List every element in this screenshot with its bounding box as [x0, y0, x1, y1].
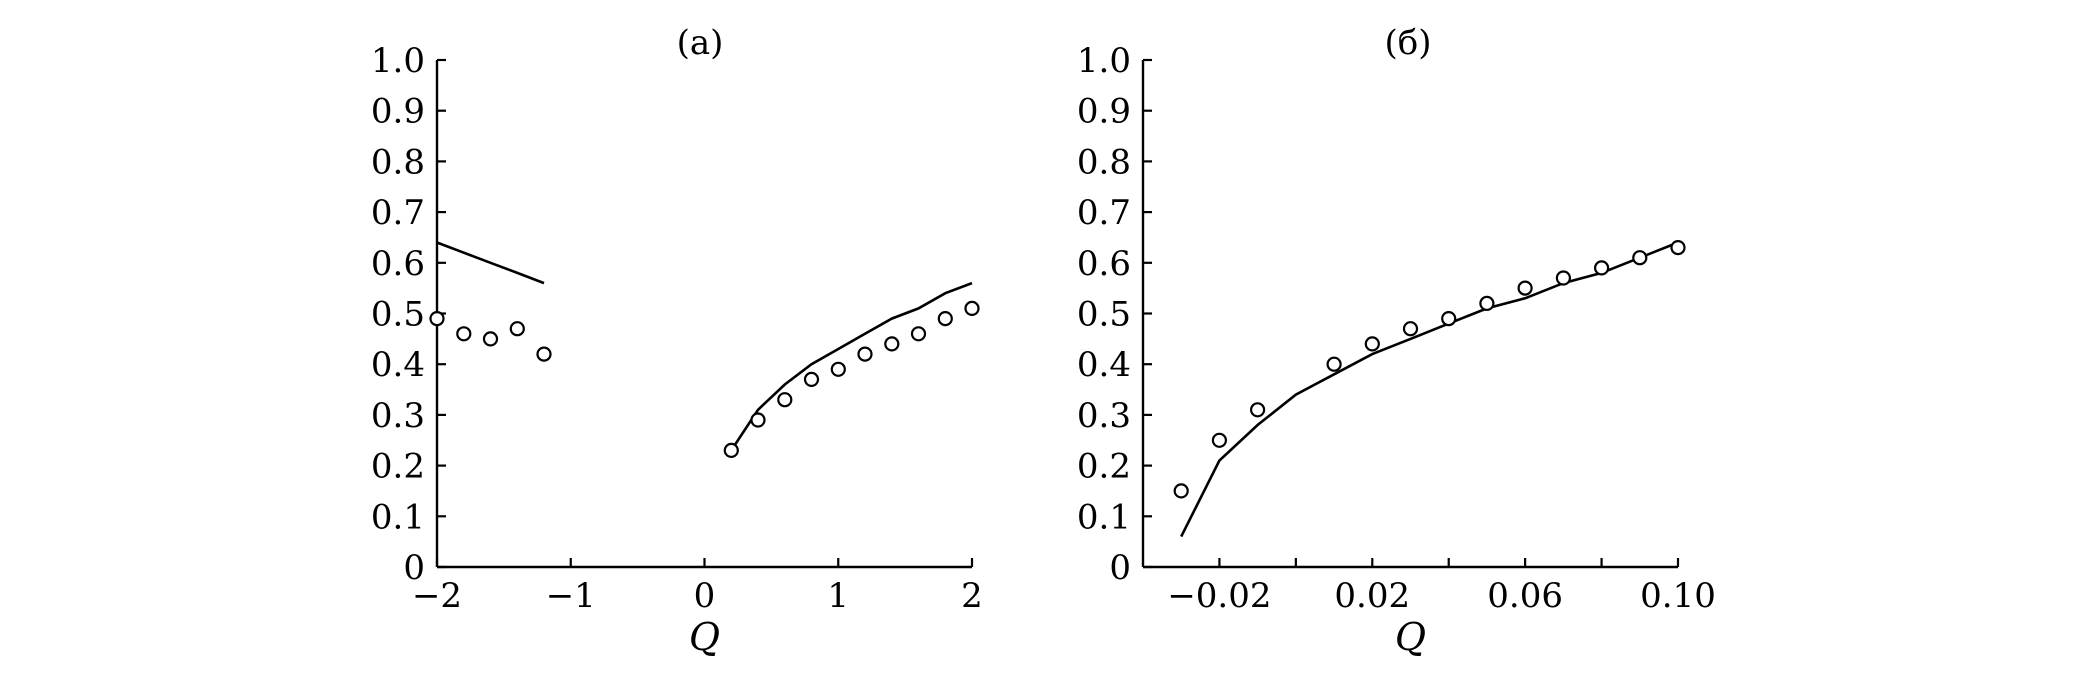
model-curve — [436, 241, 545, 285]
data-point — [937, 311, 953, 327]
data-point — [1479, 295, 1495, 311]
data-point — [857, 346, 873, 362]
y-tick-label: 0.3 — [1077, 396, 1131, 436]
data-point — [509, 321, 525, 337]
data-point — [1364, 336, 1380, 352]
x-tick-label: 0.06 — [1487, 576, 1563, 616]
data-point — [1173, 483, 1189, 499]
chart-panel-1: (б) 0 0.1 0.2 0.3 0.4 0.5 0.6 0.7 0.8 0.9 1.0 −0.02 0… — [1077, 23, 1716, 659]
x-tick-label: 0.02 — [1334, 576, 1410, 616]
data-point — [482, 331, 499, 347]
data-point — [1249, 402, 1266, 418]
data-point — [1441, 311, 1457, 327]
x-tick-label: 2 — [961, 576, 983, 616]
x-tick-label: 1 — [827, 576, 849, 616]
x-tick-label: 0 — [694, 576, 716, 616]
data-point — [803, 371, 820, 387]
data-point — [1555, 270, 1572, 286]
model-curve — [1180, 241, 1679, 538]
y-tick-label: 0 — [1109, 548, 1131, 588]
y-tick-label: 0.5 — [371, 295, 425, 335]
y-tick-label: 0.4 — [1077, 345, 1131, 385]
data-point — [777, 392, 793, 408]
data-point — [456, 326, 472, 342]
data-point — [964, 300, 980, 316]
x-tick-label: −1 — [546, 576, 596, 616]
model-curve — [730, 281, 973, 452]
y-tick-label: 0.8 — [1077, 142, 1131, 182]
data-point — [1632, 250, 1648, 266]
y-tick-label: 0.3 — [371, 396, 425, 436]
data-point — [1670, 240, 1686, 256]
x-tick-label: −2 — [412, 576, 462, 616]
data-point — [429, 311, 445, 327]
data-point — [1326, 356, 1342, 372]
y-tick-label: 0.1 — [371, 497, 425, 537]
y-tick-label: 1.0 — [371, 41, 425, 81]
data-point — [536, 346, 552, 362]
y-tick-label: 0.6 — [1077, 244, 1131, 284]
data-point — [1593, 260, 1610, 276]
y-tick-label: 0.9 — [371, 92, 425, 132]
panel-label: (a) — [677, 23, 724, 63]
data-point — [1517, 280, 1533, 296]
y-tick-label: 0.7 — [1077, 193, 1131, 233]
data-point — [1211, 432, 1228, 448]
x-axis-title: Q — [1395, 615, 1426, 659]
y-tick-label: 0 — [403, 548, 425, 588]
data-point — [750, 412, 766, 428]
data-point — [884, 336, 900, 352]
y-tick-label: 0.7 — [371, 193, 425, 233]
data-point — [830, 361, 846, 377]
panel-label: (б) — [1385, 23, 1432, 63]
chart-panel-0: (a) 0 0.1 0.2 0.3 0.4 0.5 0.6 0.7 0.8 0.9 1.0 −2 −1 0 1… — [371, 23, 983, 659]
y-tick-label: 0.1 — [1077, 497, 1131, 537]
x-tick-label: −0.02 — [1167, 576, 1271, 616]
y-tick-label: 0.4 — [371, 345, 425, 385]
y-tick-label: 1.0 — [1077, 41, 1131, 81]
x-tick-label: 0.10 — [1640, 576, 1716, 616]
y-tick-label: 0.2 — [371, 447, 425, 487]
data-point — [1402, 321, 1419, 337]
x-axis-title: Q — [689, 615, 720, 659]
data-point — [723, 442, 739, 458]
data-point — [910, 326, 927, 342]
y-tick-label: 0.6 — [371, 244, 425, 284]
y-tick-label: 0.5 — [1077, 295, 1131, 335]
y-tick-label: 0.2 — [1077, 447, 1131, 487]
y-tick-label: 0.8 — [371, 142, 425, 182]
y-tick-label: 0.9 — [1077, 92, 1131, 132]
